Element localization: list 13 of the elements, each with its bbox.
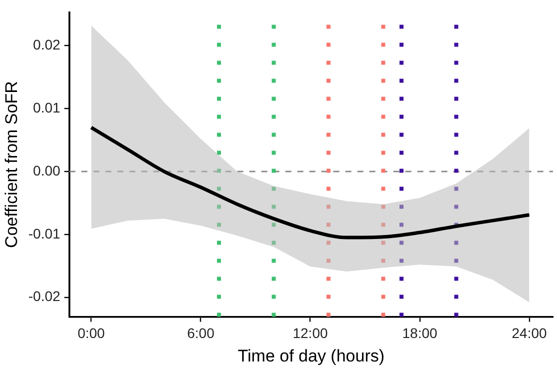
x-tick-label: 0:00 (78, 325, 106, 342)
y-tick-label: 0.02 (33, 36, 61, 53)
x-tick-label: 6:00 (187, 325, 215, 342)
y-tick-label: 0.00 (33, 162, 61, 178)
y-tick-label: 0.01 (33, 99, 61, 116)
x-tick-label: 12:00 (292, 325, 328, 342)
x-tick-label: 18:00 (402, 325, 438, 342)
y-tick-label: -0.01 (28, 225, 61, 242)
x-axis-title: Time of day (hours) (238, 346, 385, 366)
x-tick-label: 24:00 (512, 325, 547, 342)
y-axis-title: Coefficient from SoFR (2, 81, 21, 248)
y-tick-label: -0.02 (28, 288, 61, 304)
line-series (89, 126, 532, 240)
